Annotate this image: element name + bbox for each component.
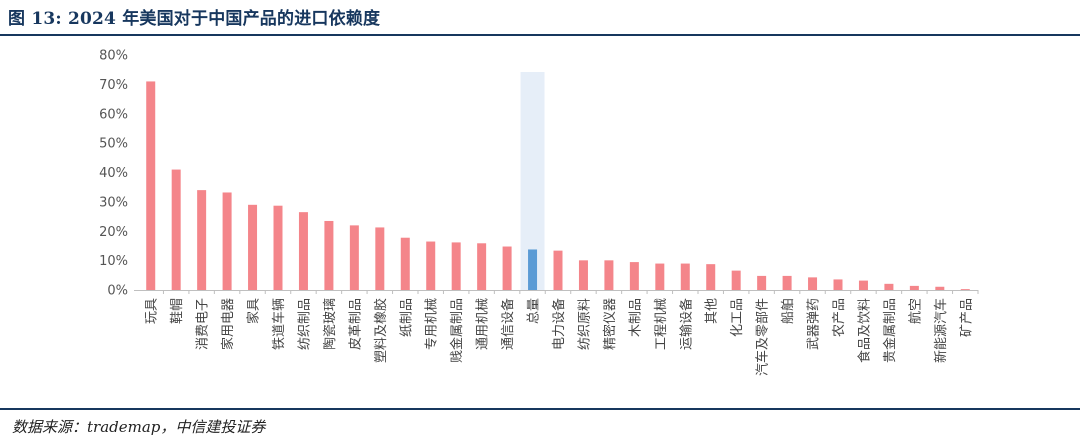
x-category-label: 陶瓷玻璃 bbox=[322, 298, 338, 350]
y-tick-label: 50% bbox=[99, 137, 128, 152]
bar-塑料及橡胶 bbox=[375, 227, 385, 290]
x-category-label: 农产品 bbox=[832, 298, 847, 337]
x-category-label: 铁道车辆 bbox=[271, 298, 287, 350]
x-category-label: 塑料及橡胶 bbox=[373, 298, 389, 363]
bar-武器弹药 bbox=[808, 277, 818, 290]
x-category-label: 通信设备 bbox=[500, 298, 516, 350]
bar-贵金属制品 bbox=[884, 283, 894, 290]
bar-通用机械 bbox=[477, 243, 487, 290]
x-category-label: 纺织原料 bbox=[577, 298, 592, 350]
x-category-label: 通用机械 bbox=[476, 298, 491, 350]
bar-木制品 bbox=[629, 262, 639, 290]
bar-鞋帽 bbox=[171, 169, 181, 290]
bar-矿产品 bbox=[960, 289, 970, 290]
y-tick-label: 30% bbox=[99, 195, 128, 210]
x-category-label: 消费电子 bbox=[196, 298, 211, 350]
x-category-label: 贱金属制品 bbox=[449, 298, 465, 363]
x-category-label: 航空 bbox=[907, 298, 923, 324]
x-category-label: 船舶 bbox=[780, 298, 796, 324]
x-category-label: 其他 bbox=[705, 298, 720, 324]
bar-消费电子 bbox=[197, 190, 207, 290]
x-category-label: 工程机械 bbox=[654, 298, 669, 350]
x-category-label: 专用机械 bbox=[425, 298, 440, 350]
bar-铁道车辆 bbox=[273, 205, 283, 290]
bar-家用电器 bbox=[222, 192, 232, 290]
bar-纸制品 bbox=[400, 237, 410, 290]
top-divider bbox=[0, 34, 1080, 36]
y-tick-label: 0% bbox=[107, 284, 128, 299]
bar-电力设备 bbox=[553, 250, 563, 290]
y-tick-label: 10% bbox=[99, 254, 128, 269]
bar-航空 bbox=[909, 285, 919, 290]
bar-汽车及零部件 bbox=[757, 275, 767, 290]
source-note: 数据来源：trademap，中信建投证券 bbox=[12, 418, 266, 436]
bar-专用机械 bbox=[426, 241, 436, 290]
bar-chart: 0% 10% 20% 30% 40% 50% 60% 70% 80% 玩具 鞋帽 消费电子 家用电器 家具… bbox=[99, 49, 979, 376]
bar-总量 bbox=[528, 249, 538, 290]
bar-其他 bbox=[706, 264, 716, 290]
bar-玩具 bbox=[146, 81, 156, 290]
y-tick-label: 70% bbox=[99, 78, 128, 93]
x-category-label: 新能源汽车 bbox=[933, 298, 949, 363]
x-category-label: 汽车及零部件 bbox=[755, 298, 771, 376]
bar-食品及饮料 bbox=[858, 280, 868, 290]
bar-运输设备 bbox=[680, 263, 690, 290]
bar-纺织制品 bbox=[298, 212, 308, 290]
bar-船舶 bbox=[782, 275, 792, 290]
x-category-label: 皮革制品 bbox=[348, 298, 363, 350]
y-tick-label: 20% bbox=[99, 225, 128, 240]
bottom-divider bbox=[0, 408, 1080, 410]
bar-贱金属制品 bbox=[451, 242, 461, 290]
x-category-label: 化工品 bbox=[730, 298, 745, 337]
figure-title: 图 13: 2024 年美国对于中国产品的进口依赖度 bbox=[8, 9, 381, 29]
x-category-label: 纸制品 bbox=[399, 298, 414, 337]
y-tick-label: 60% bbox=[99, 107, 128, 122]
bar-农产品 bbox=[833, 279, 843, 290]
bar-陶瓷玻璃 bbox=[324, 220, 334, 290]
bar-皮革制品 bbox=[349, 225, 359, 290]
y-tick-label: 80% bbox=[99, 49, 128, 64]
bar-家具 bbox=[248, 204, 258, 290]
x-category-label: 鞋帽 bbox=[169, 298, 185, 324]
bar-精密仪器 bbox=[604, 260, 614, 290]
bar-纺织原料 bbox=[578, 260, 588, 290]
x-category-label: 纺织制品 bbox=[297, 298, 312, 350]
x-category-label: 家用电器 bbox=[220, 298, 236, 350]
bar-化工品 bbox=[731, 270, 741, 290]
x-category-label: 矿产品 bbox=[959, 298, 974, 337]
x-category-label: 家具 bbox=[246, 298, 262, 324]
bar-通信设备 bbox=[502, 246, 512, 290]
x-category-label: 贵金属制品 bbox=[882, 298, 898, 363]
x-category-label: 精密仪器 bbox=[602, 298, 618, 350]
x-category-label: 木制品 bbox=[628, 298, 643, 337]
y-tick-label: 40% bbox=[99, 166, 128, 181]
x-category-label: 总量 bbox=[527, 298, 542, 324]
x-category-label: 运输设备 bbox=[678, 298, 694, 350]
bar-新能源汽车 bbox=[935, 286, 945, 290]
x-category-label: 食品及饮料 bbox=[856, 298, 872, 363]
x-category-label: 电力设备 bbox=[551, 298, 567, 350]
bar-工程机械 bbox=[655, 263, 665, 290]
x-category-label: 玩具 bbox=[145, 298, 160, 324]
x-category-label: 武器弹药 bbox=[807, 298, 822, 350]
